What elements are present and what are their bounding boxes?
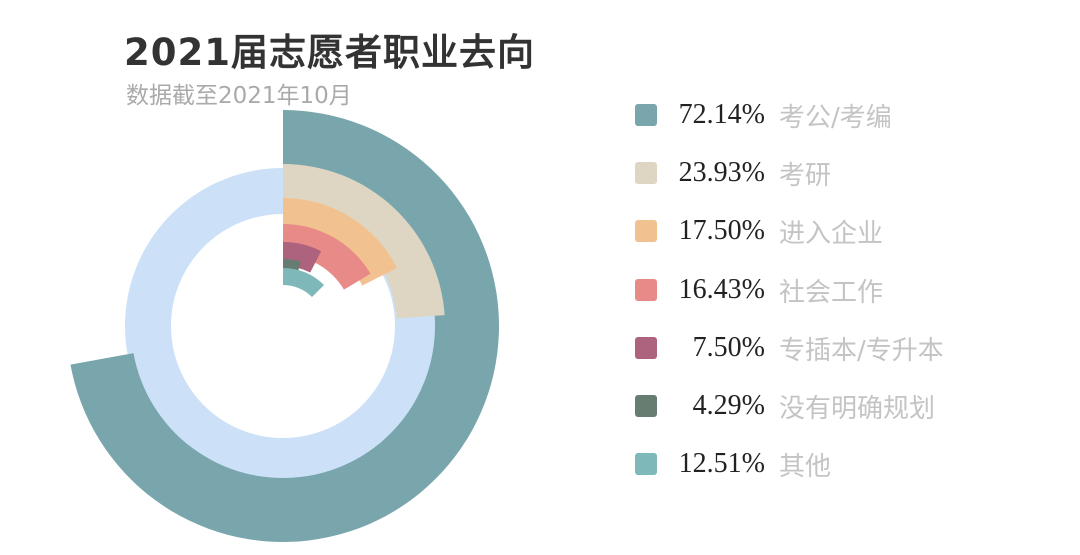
legend-swatch — [635, 279, 657, 301]
legend-label: 考公/考编 — [779, 102, 892, 133]
legend-swatch — [635, 104, 657, 126]
legend-percent: 7.50% — [692, 332, 765, 363]
legend-percent: 17.50% — [678, 215, 765, 246]
legend-item: 16.43% 社会工作 — [635, 270, 883, 310]
legend-item: 72.14% 考公/考编 — [635, 95, 892, 135]
legend-label: 其他 — [779, 451, 832, 482]
legend-label: 进入企业 — [779, 218, 884, 249]
legend-percent: 4.29% — [692, 390, 765, 421]
bar-7 — [283, 268, 325, 298]
legend-percent: 23.93% — [678, 157, 765, 188]
legend-swatch — [635, 220, 657, 242]
legend-label: 没有明确规划 — [779, 393, 936, 424]
legend-item: 4.29% 没有明确规划 — [635, 386, 935, 426]
bar-4 — [283, 224, 371, 290]
legend-item: 17.50% 进入企业 — [635, 211, 883, 251]
legend-percent: 12.51% — [678, 448, 765, 479]
legend-percent: 16.43% — [678, 274, 765, 305]
legend-item: 23.93% 考研 — [635, 153, 831, 193]
legend-item: 7.50% 专插本/专升本 — [635, 328, 944, 368]
legend-percent: 72.14% — [678, 99, 765, 130]
chart-subtitle: 数据截至2021年10月 — [126, 83, 352, 109]
chart-title: 2021届志愿者职业去向 — [124, 31, 535, 74]
legend-swatch — [635, 337, 657, 359]
legend-item: 12.51% 其他 — [635, 444, 831, 484]
legend-label: 专插本/专升本 — [779, 335, 944, 366]
legend-label: 考研 — [779, 160, 832, 191]
legend-swatch — [635, 162, 657, 184]
legend-label: 社会工作 — [779, 277, 884, 308]
legend-swatch — [635, 453, 657, 475]
legend-swatch — [635, 395, 657, 417]
